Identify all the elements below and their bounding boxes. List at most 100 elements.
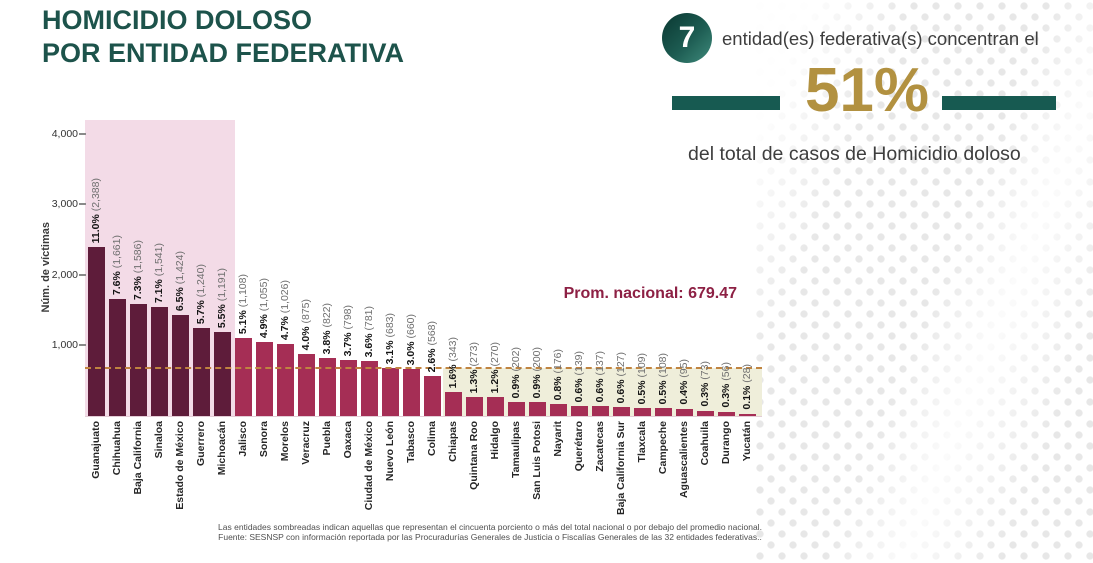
title-line-1: HOMICIDIO DOLOSO — [42, 5, 312, 35]
bar-value-label: 11.0% (2,388) — [90, 178, 102, 244]
y-tick-mark — [79, 274, 86, 276]
x-axis-label: Puebla — [321, 421, 333, 456]
bar-value-label: 0.9% (200) — [531, 347, 543, 399]
x-axis-label: Querétaro — [573, 421, 585, 472]
bar-value-label: 1.6% (343) — [447, 337, 459, 389]
bar-value-label: 0.6% (127) — [615, 352, 627, 404]
x-axis-label: Chihuahua — [111, 421, 123, 476]
bar-guerrero — [193, 328, 210, 416]
average-line — [85, 367, 762, 369]
bar-value-label: 1.2% (270) — [489, 342, 501, 394]
bar-campeche — [655, 408, 672, 416]
x-axis-label: Morelos — [279, 421, 291, 462]
bar-chihuahua — [109, 299, 126, 416]
bar-value-label: 0.4% (95) — [678, 359, 690, 405]
x-axis-label: Estado de México — [174, 421, 186, 510]
x-axis-line — [85, 416, 762, 417]
x-axis-label: Sonora — [258, 421, 270, 458]
highlight-tail-text: del total de casos de Homicidio doloso — [688, 143, 1021, 165]
bar-value-label: 0.1% (28) — [741, 364, 753, 410]
x-axis-label: Tlaxcala — [636, 421, 648, 463]
bar-san-luis-potosi — [529, 402, 546, 416]
x-axis-label: Hidalgo — [489, 421, 501, 460]
count-badge: 7 — [662, 13, 712, 63]
bar-value-label: 0.9% (202) — [510, 347, 522, 399]
bar-value-label: 0.3% (56) — [720, 362, 732, 408]
x-axis-label: Chiapas — [447, 421, 459, 462]
x-axis-label: Oaxaca — [342, 421, 354, 459]
bar-hidalgo — [487, 397, 504, 416]
title-line-2: POR ENTIDAD FEDERATIVA — [42, 38, 405, 68]
bar-puebla — [319, 358, 336, 416]
bar-value-label: 4.7% (1,026) — [279, 280, 291, 341]
bar-tabasco — [403, 369, 420, 416]
x-axis-label: Aguascalientes — [678, 421, 690, 499]
bar-value-label: 0.5% (108) — [657, 353, 669, 405]
bar-value-label: 3.6% (781) — [363, 306, 375, 358]
national-average-label: Prom. nacional: 679.47 — [563, 285, 737, 302]
bar-value-label: 7.6% (1,661) — [111, 235, 123, 296]
page-title: HOMICIDIO DOLOSO POR ENTIDAD FEDERATIVA — [42, 4, 404, 70]
bar-ciudad-de-mexico — [361, 361, 378, 416]
x-axis-label: Campeche — [657, 421, 669, 475]
bar-durango — [718, 412, 735, 416]
bar-value-label: 2.6% (568) — [426, 321, 438, 373]
bar-aguascalientes — [676, 409, 693, 416]
bar-colima — [424, 376, 441, 416]
x-axis-label: Colima — [426, 421, 438, 457]
x-axis-label: Jalisco — [237, 421, 249, 457]
bar-value-label: 1.3% (273) — [468, 342, 480, 394]
x-axis-label: Tabasco — [405, 421, 417, 463]
bar-value-label: 7.1% (1,541) — [153, 243, 165, 304]
highlight-lead-text: entidad(es) federativa(s) concentran el — [722, 28, 1039, 49]
bar-coahuila — [697, 411, 714, 416]
bar-value-label: 3.1% (683) — [384, 313, 396, 365]
y-tick-mark — [79, 133, 86, 135]
x-axis-label: Guanajuato — [90, 421, 102, 479]
x-axis-label: Tamaulipas — [510, 421, 522, 478]
bar-value-label: 0.6% (139) — [573, 351, 585, 403]
bar-value-label: 7.3% (1,586) — [132, 240, 144, 301]
bar-estado-de-mexico — [172, 315, 189, 416]
count-badge-number: 7 — [678, 21, 696, 54]
right-rule — [942, 96, 1056, 110]
x-axis-label: Baja California Sur — [615, 421, 627, 515]
y-tick-label: 3,000 — [51, 198, 78, 210]
bar-zacatecas — [592, 406, 609, 416]
bar-value-label: 4.9% (1,055) — [258, 278, 270, 339]
x-axis-label: Sinaloa — [153, 421, 165, 459]
x-axis-label: Baja California — [132, 421, 144, 495]
bar-baja-california — [130, 304, 147, 416]
x-axis-label: Coahuila — [699, 421, 711, 466]
x-axis-label: Veracruz — [300, 421, 312, 465]
bar-jalisco — [235, 338, 252, 416]
bar-value-label: 3.7% (798) — [342, 305, 354, 357]
y-axis-label: Núm. de víctimas — [40, 222, 52, 313]
highlight-percent: 51% — [804, 56, 930, 125]
bar-baja-california-sur — [613, 407, 630, 416]
footnote-note: Las entidades sombreadas indican aquella… — [218, 522, 762, 532]
bar-tlaxcala — [634, 408, 651, 416]
x-axis-label: Nuevo León — [384, 421, 396, 482]
x-axis-label: Nayarit — [552, 421, 564, 457]
bar-chiapas — [445, 392, 462, 416]
x-axis-label: Yucatán — [741, 421, 753, 462]
diagonal-highlight-overlay — [756, 0, 1093, 563]
bar-veracruz — [298, 354, 315, 416]
bar-nayarit — [550, 404, 567, 416]
x-axis-label: Michoacán — [216, 421, 228, 476]
x-axis-label: Ciudad de México — [363, 421, 375, 511]
y-tick-mark — [79, 203, 86, 205]
footnote-source: Fuente: SESNSP con información reportada… — [218, 532, 762, 542]
bar-value-label: 5.7% (1,240) — [195, 264, 207, 325]
bar-sonora — [256, 342, 273, 416]
x-axis-label: Zacatecas — [594, 421, 606, 472]
bar-value-label: 0.6% (137) — [594, 351, 606, 403]
bar-quintana-roo — [466, 397, 483, 416]
bar-value-label: 4.0% (875) — [300, 299, 312, 351]
bar-value-label: 3.0% (660) — [405, 314, 417, 366]
bar-value-label: 6.5% (1,424) — [174, 251, 186, 312]
y-tick-label: 2,000 — [51, 269, 78, 281]
bar-queretaro — [571, 406, 588, 416]
